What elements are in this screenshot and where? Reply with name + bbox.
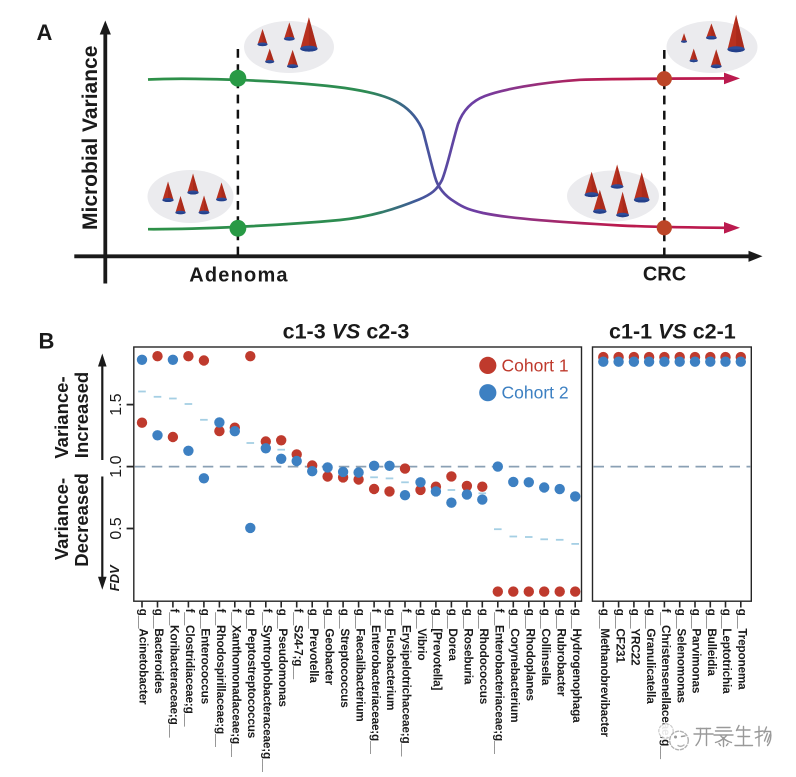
svg-text:g__Leptotrichia: g__Leptotrichia: [720, 609, 734, 694]
svg-text:Decreased: Decreased: [71, 473, 92, 567]
svg-text:g__Rubrobacter: g__Rubrobacter: [554, 609, 568, 697]
svg-text:g__Prevotella: g__Prevotella: [307, 609, 321, 684]
svg-text:Adenoma: Adenoma: [189, 265, 289, 287]
svg-text:f__Rhodospirillaceae;g__: f__Rhodospirillaceae;g__: [214, 609, 228, 748]
svg-text:g__Faecalibacterium: g__Faecalibacterium: [353, 609, 367, 722]
svg-text:f__Erysipelotrichaceae;g__: f__Erysipelotrichaceae;g__: [400, 609, 414, 757]
svg-text:g__Dorea: g__Dorea: [446, 609, 460, 662]
svg-text:0.5: 0.5: [108, 517, 125, 539]
svg-text:1.5: 1.5: [108, 393, 125, 415]
svg-text:Variance-: Variance-: [51, 478, 72, 560]
svg-text:g__Treponema: g__Treponema: [736, 609, 750, 691]
svg-text:g__Bulleidia: g__Bulleidia: [705, 609, 719, 677]
svg-text:g__Streptococcus: g__Streptococcus: [338, 609, 352, 709]
svg-text:g__Rhodococcus: g__Rhodococcus: [477, 609, 491, 705]
svg-text:g__Corynebacterium: g__Corynebacterium: [508, 609, 522, 723]
svg-text:Microbial Variance: Microbial Variance: [79, 46, 102, 230]
svg-text:g__Collinsella: g__Collinsella: [539, 609, 553, 686]
svg-text:g__Roseburia: g__Roseburia: [462, 609, 476, 685]
svg-text:f__Enterobacteriaceae;g__: f__Enterobacteriaceae;g__: [369, 609, 383, 755]
svg-text:g__Hydrogenophaga: g__Hydrogenophaga: [570, 609, 584, 724]
svg-text:c1-1 VS c2-1: c1-1 VS c2-1: [609, 320, 736, 344]
svg-text:FDV: FDV: [107, 564, 122, 591]
svg-text:g__CF231: g__CF231: [613, 609, 627, 664]
svg-text:1.0: 1.0: [108, 455, 125, 477]
svg-text:Increased: Increased: [71, 372, 92, 458]
svg-text:f__Syntrophobacteraceae;g__: f__Syntrophobacteraceae;g__: [261, 609, 275, 772]
svg-text:f__Koribacteraceae;g__: f__Koribacteraceae;g__: [168, 609, 182, 738]
svg-text:g__Enterococcus: g__Enterococcus: [199, 609, 213, 705]
svg-text:Variance-: Variance-: [51, 376, 72, 458]
svg-text:g__Methanobrevibacter: g__Methanobrevibacter: [598, 609, 612, 738]
svg-text:f__Christensenellaceae;g__: f__Christensenellaceae;g__: [659, 609, 673, 760]
svg-text:g__Acinetobacter: g__Acinetobacter: [137, 609, 151, 705]
svg-text:f__Xanthomonadaceae;g__: f__Xanthomonadaceae;g__: [230, 609, 244, 758]
svg-text:g__Granulicatella: g__Granulicatella: [644, 609, 658, 705]
svg-text:g__Fusobacterium: g__Fusobacterium: [384, 609, 398, 711]
svg-text:g__Parvimonas: g__Parvimonas: [690, 609, 704, 694]
svg-text:f__S24-7;g__: f__S24-7;g__: [291, 609, 305, 680]
svg-text:B: B: [39, 329, 55, 354]
svg-text:Cohort 2: Cohort 2: [502, 383, 569, 403]
svg-text:A: A: [37, 20, 53, 45]
svg-text:g__[Prevotella]: g__[Prevotella]: [431, 609, 445, 691]
svg-text:g__Rhodoplanes: g__Rhodoplanes: [524, 609, 538, 702]
svg-text:g__Peptostreptococcus: g__Peptostreptococcus: [245, 609, 259, 739]
svg-text:g__YRC22: g__YRC22: [629, 609, 643, 666]
svg-text:g__Pseudomonas: g__Pseudomonas: [276, 609, 290, 708]
svg-text:CRC: CRC: [643, 264, 686, 286]
svg-text:g__Geobacter: g__Geobacter: [322, 609, 336, 686]
svg-text:Cohort 1: Cohort 1: [502, 355, 569, 375]
svg-text:c1-3 VS c2-3: c1-3 VS c2-3: [283, 320, 410, 344]
svg-text:g__Bacteroides: g__Bacteroides: [152, 609, 166, 695]
svg-text:g__Vibrio: g__Vibrio: [415, 609, 429, 661]
svg-text:f__Clostridiaceae;g__: f__Clostridiaceae;g__: [183, 609, 197, 727]
svg-text:g__Selenomonas: g__Selenomonas: [674, 609, 688, 704]
svg-text:f__Enterobacteriaceae;g__: f__Enterobacteriaceae;g__: [493, 609, 507, 755]
